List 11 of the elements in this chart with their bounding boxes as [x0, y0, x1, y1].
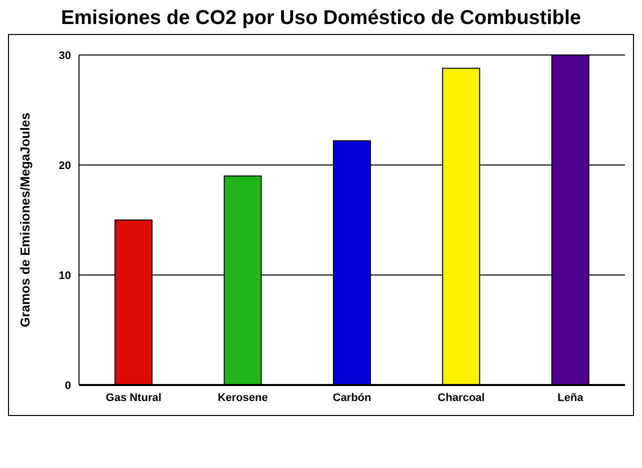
y-tick-label: 20: [58, 160, 71, 172]
x-tick-label: Gas Ntural: [106, 392, 162, 404]
x-tick-label: Charcoal: [438, 392, 485, 404]
y-tick-label: 30: [58, 50, 71, 62]
y-tick-label: 10: [58, 270, 71, 282]
x-tick-label: Carbón: [332, 392, 372, 404]
x-tick-label: Leña: [558, 392, 584, 404]
y-tick-label: 0: [64, 380, 71, 392]
y-axis-title: Gramos de Emisiones/MegaJoules: [18, 112, 33, 328]
x-tick-label: Kerosene: [218, 392, 268, 404]
chart-title: Emisiones de CO2 por Uso Doméstico de Combustible: [60, 7, 582, 29]
